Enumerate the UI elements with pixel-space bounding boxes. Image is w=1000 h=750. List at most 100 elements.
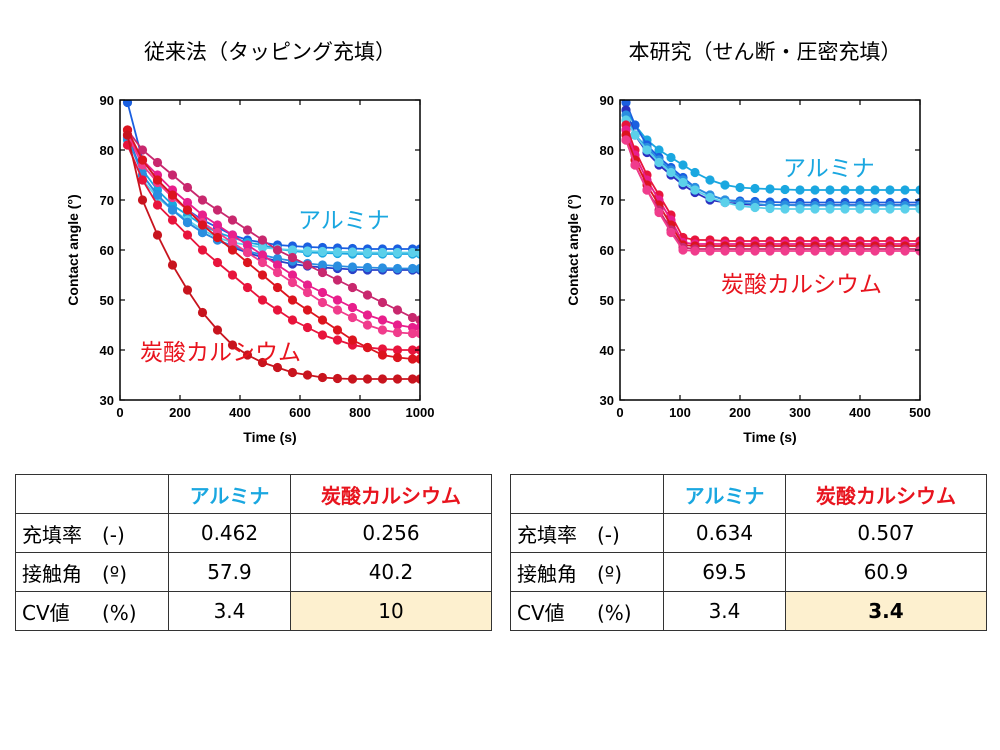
data-point [900, 185, 910, 195]
row-label-text: 接触角 [22, 561, 82, 586]
x-tick-label: 600 [289, 405, 311, 420]
table-corner-cell [510, 474, 664, 514]
data-point [287, 295, 298, 305]
data-point [272, 267, 283, 278]
plot-area [621, 100, 920, 256]
data-point [407, 354, 418, 364]
data-point [855, 246, 865, 256]
data-point [840, 185, 850, 195]
data-point [302, 280, 313, 290]
header-calcium-carbonate: 炭酸カルシウム [289, 474, 493, 514]
data-point [287, 245, 298, 255]
data-point [825, 185, 835, 195]
data-point [272, 245, 283, 255]
data-point [197, 195, 208, 205]
data-point [690, 185, 700, 195]
data-point [392, 263, 403, 274]
header-alumina: アルミナ [663, 474, 786, 514]
data-point [332, 325, 343, 335]
data-point [212, 205, 223, 215]
data-point [377, 325, 388, 335]
data-point [182, 205, 193, 215]
data-point [795, 204, 805, 214]
data-point [621, 135, 631, 145]
data-point [630, 130, 640, 140]
data-point [362, 310, 373, 320]
y-tick-label: 60 [600, 243, 614, 258]
data-point [317, 267, 328, 278]
row-label-unit: (-) [597, 522, 620, 547]
data-point [377, 374, 388, 384]
data-point [810, 185, 820, 195]
data-point [415, 328, 420, 339]
y-tick-label: 70 [100, 193, 114, 208]
data-point [287, 252, 298, 263]
data-point [272, 282, 283, 293]
data-point [705, 192, 715, 203]
cell-calcium-packing-ratio: 0.256 [289, 513, 493, 553]
y-tick-label: 90 [100, 93, 114, 108]
data-point [347, 302, 358, 313]
data-point [212, 257, 223, 268]
data-point [377, 263, 388, 273]
data-point [122, 100, 133, 108]
series-line [625, 139, 920, 250]
data-point [377, 315, 388, 325]
data-point [122, 130, 133, 140]
data-point [870, 246, 880, 256]
row-label-unit: (%) [597, 600, 632, 625]
series-line [625, 124, 920, 242]
data-point [362, 290, 373, 300]
data-point [642, 185, 652, 195]
data-point [332, 275, 343, 285]
data-point [377, 297, 388, 308]
data-point [197, 307, 208, 318]
x-tick-label: 1000 [406, 405, 435, 420]
data-point [287, 270, 298, 280]
data-point [377, 350, 388, 360]
x-tick-label: 500 [909, 405, 931, 420]
data-point [302, 305, 313, 315]
data-point [167, 170, 178, 180]
row-label-text: 接触角 [517, 561, 577, 586]
y-axis-label: Contact angle (°) [65, 194, 81, 305]
data-point [332, 305, 343, 315]
cell-alumina-packing-ratio: 0.634 [663, 513, 786, 553]
x-axis-label: Time (s) [743, 429, 796, 445]
data-point [900, 246, 910, 256]
y-tick-label: 70 [600, 193, 614, 208]
data-point [302, 322, 313, 333]
row-label-text: CV値 [517, 600, 565, 625]
data-point [825, 246, 835, 256]
cell-alumina-packing-ratio: 0.462 [168, 513, 291, 553]
data-point [332, 295, 343, 305]
data-point [885, 204, 895, 214]
cell-calcium-contact-angle: 40.2 [289, 552, 493, 592]
data-point [257, 250, 268, 260]
data-point [137, 155, 148, 165]
data-point [152, 190, 163, 200]
data-point [302, 370, 313, 380]
series-line [625, 114, 920, 207]
data-point [407, 374, 418, 384]
data-point [332, 247, 343, 257]
series-line [126, 134, 420, 335]
table-row: CV値 (%) 3.4 3.4 [510, 591, 988, 631]
x-tick-label: 0 [116, 405, 123, 420]
table-row: 接触角 (º) 69.5 60.9 [510, 552, 988, 592]
right-contact-angle-chart: 0 100 200 300 400 500 30 40 50 60 70 80 90 Time (s) Co… [565, 93, 931, 445]
plot-area [122, 100, 420, 384]
data-point [392, 374, 403, 384]
data-point [666, 152, 676, 163]
data-point [302, 260, 313, 270]
data-point [242, 225, 253, 235]
table-row: 接触角 (º) 57.9 40.2 [15, 552, 493, 592]
data-point [690, 246, 700, 256]
data-point [407, 345, 418, 355]
row-label-packing-ratio: 充填率 (-) [510, 513, 664, 553]
cell-alumina-contact-angle: 57.9 [168, 552, 291, 592]
data-point [152, 200, 163, 210]
data-point [621, 100, 631, 108]
data-point [302, 246, 313, 256]
x-tick-label: 300 [789, 405, 811, 420]
